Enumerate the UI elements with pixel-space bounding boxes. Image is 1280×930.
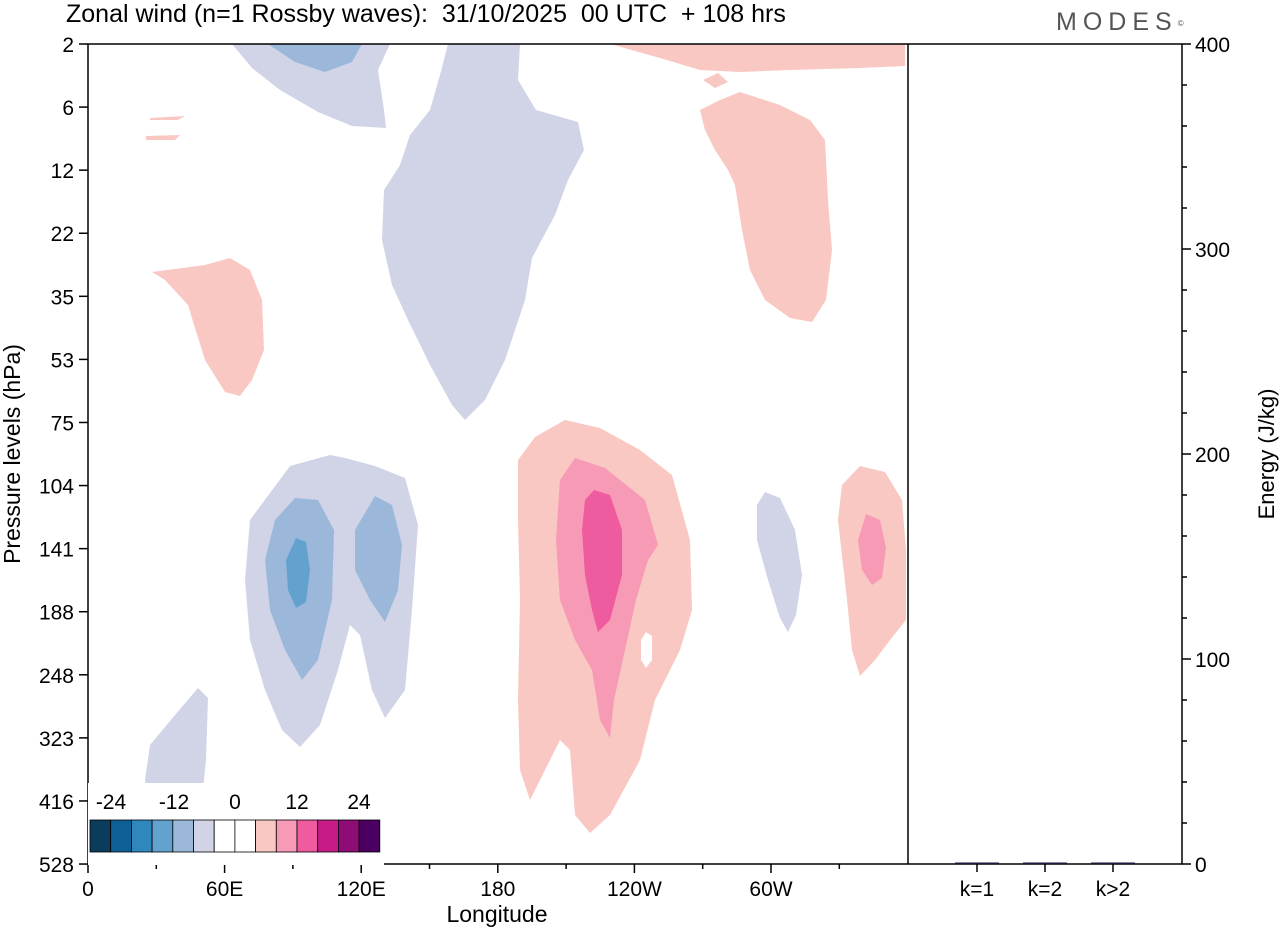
energy-tick-label: 200 xyxy=(1195,444,1230,467)
x-tick-label: 60W xyxy=(749,878,792,901)
colorbar-swatch xyxy=(296,819,319,853)
contour-pos-1 xyxy=(610,44,905,72)
colorbar-swatch xyxy=(358,819,381,853)
y-tick-label: 22 xyxy=(51,223,74,246)
energy-bars: k=1 k=2 k>2 xyxy=(955,862,1135,901)
colorbar-swatch xyxy=(317,819,339,853)
y-tick-label: 2 xyxy=(62,34,74,57)
contour-pos-9 xyxy=(641,632,652,668)
x-tick-label: 180 xyxy=(480,878,515,901)
contour-neg-2 xyxy=(268,44,362,72)
colorbar-swatch xyxy=(172,819,194,853)
y-tick-label: 188 xyxy=(39,602,74,625)
colorbar-label: 0 xyxy=(229,791,241,814)
contour-pos-8 xyxy=(582,490,622,632)
colorbar-swatch xyxy=(110,819,132,853)
energy-tick-label: 100 xyxy=(1195,649,1230,672)
x-tick-label: 120E xyxy=(337,878,386,901)
contour-pos-11 xyxy=(858,514,886,585)
energy-bar xyxy=(955,862,999,864)
colorbar-swatch xyxy=(275,819,298,853)
contour-neg-3 xyxy=(382,44,584,420)
brand-logo: MODES© xyxy=(1056,8,1184,36)
x-axis: 0 60E 120E 180 120W 60W xyxy=(82,864,841,901)
y-tick-label: 104 xyxy=(39,476,74,499)
energy-tick-label: 300 xyxy=(1195,239,1230,262)
contour-pos-5 xyxy=(152,258,264,396)
colorbar-swatch xyxy=(151,819,174,853)
x-tick-label: 60E xyxy=(206,878,243,901)
category-label: k>2 xyxy=(1096,878,1130,901)
energy-tick-label: 400 xyxy=(1195,34,1230,57)
x-tick-label: 120W xyxy=(607,878,662,901)
colorbar-swatch xyxy=(255,819,277,853)
energy-tick-label: 0 xyxy=(1195,854,1207,877)
colorbar-swatch xyxy=(130,819,153,853)
y-axis-label: Pressure levels (hPa) xyxy=(0,344,25,564)
x-tick-label: 0 xyxy=(82,878,94,901)
y-tick-label: 248 xyxy=(39,665,74,688)
chart-title: Zonal wind (n=1 Rossby waves): 31/10/202… xyxy=(66,0,786,28)
energy-axis: 0 100 200 300 400 xyxy=(1182,34,1230,877)
x-axis-label: Longitude xyxy=(446,901,547,927)
y-tick-label: 141 xyxy=(39,539,74,562)
contour-field xyxy=(145,44,906,864)
category-label: k=1 xyxy=(960,878,994,901)
y-tick-label: 528 xyxy=(39,854,74,877)
colorbar-swatch xyxy=(89,819,112,853)
contour-pos-2 xyxy=(700,92,832,322)
contour-pos-4 xyxy=(146,116,185,140)
colorbar: -24 -12 0 12 24 xyxy=(88,783,384,865)
colorbar-swatch xyxy=(234,819,256,853)
colorbar-swatch xyxy=(193,819,215,853)
colorbar-label: 24 xyxy=(347,791,371,814)
contour-pos-3 xyxy=(703,73,728,88)
y-tick-label: 75 xyxy=(51,412,74,435)
y-tick-label: 53 xyxy=(51,349,74,372)
brand-text: MODES xyxy=(1056,8,1178,36)
y-tick-label: 6 xyxy=(62,97,74,120)
energy-bar xyxy=(1091,862,1135,864)
y-tick-label: 35 xyxy=(51,286,74,309)
colorbar-label: 12 xyxy=(285,791,308,814)
contour-neg-9 xyxy=(757,492,802,632)
contour-neg-7 xyxy=(286,538,310,608)
y-axis: 2 6 12 22 35 53 75 104 141 188 248 323 416 528 xyxy=(39,34,88,877)
category-label: k=2 xyxy=(1028,878,1062,901)
colorbar-swatch xyxy=(213,819,236,853)
colorbar-label: -12 xyxy=(159,791,189,814)
energy-bar xyxy=(1023,862,1067,864)
energy-axis-label: Energy (J/kg) xyxy=(1254,389,1279,520)
contour-neg-1 xyxy=(232,44,390,128)
contour-neg-6 xyxy=(355,496,402,622)
colorbar-swatch xyxy=(337,819,360,853)
colorbar-label: -24 xyxy=(96,791,127,814)
brand-mark: © xyxy=(1177,19,1184,28)
y-tick-label: 12 xyxy=(51,160,74,183)
y-tick-label: 416 xyxy=(39,791,74,814)
y-tick-label: 323 xyxy=(39,728,74,751)
